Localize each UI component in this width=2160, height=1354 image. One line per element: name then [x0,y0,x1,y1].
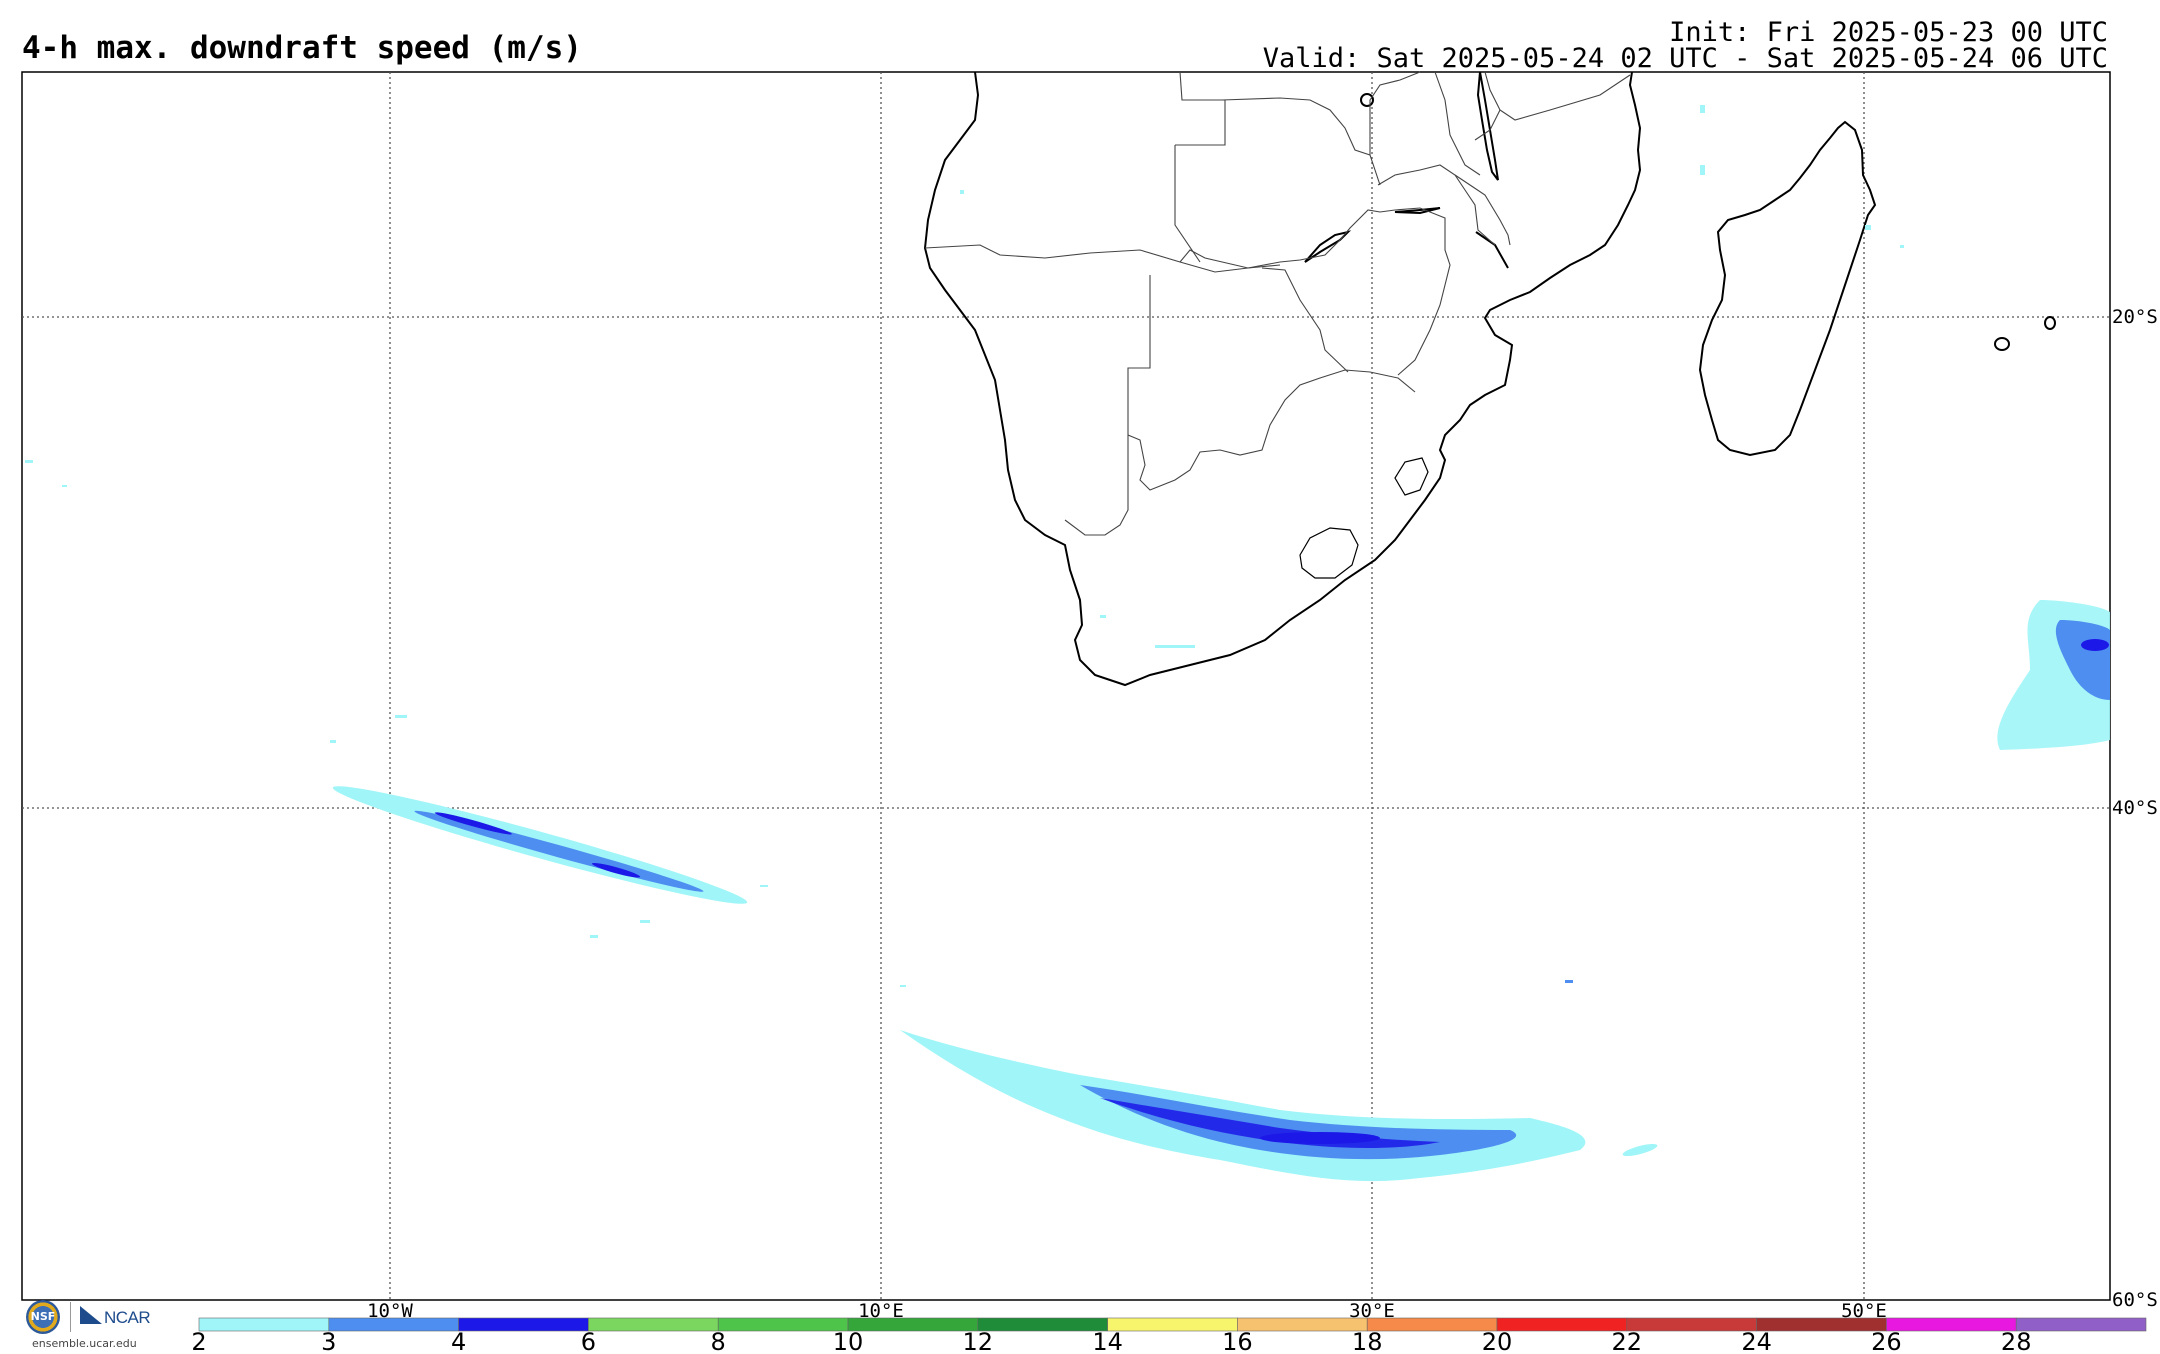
scattered-specks [25,105,1904,987]
nsf-logo: NSF [26,1300,60,1334]
colorbar-tick-label: 22 [1612,1328,1643,1354]
colorbar-swatch [458,1317,589,1332]
colorbar-swatch [1107,1317,1238,1332]
colorbar-swatch [1626,1317,1757,1332]
lon-label-50e: 50°E [1841,1300,1887,1322]
colorbar-swatch [198,1317,330,1332]
colorbar-swatch [1886,1317,2017,1332]
mauritius-island [2044,316,2056,330]
colorbar-swatch [328,1317,459,1332]
colorbar-tick-label: 14 [1092,1328,1123,1354]
colorbar-tick-label: 6 [581,1328,596,1354]
colorbar-tick-label: 3 [321,1328,336,1354]
colorbar-swatch [2015,1317,2147,1332]
colorbar-tick-label: 4 [451,1328,466,1354]
country-borders [924,71,1631,536]
colorbar-swatch [717,1317,849,1332]
lat-label-40s: 40°S [2112,797,2158,819]
east-patch [1997,600,2110,750]
lake-kariba [1304,230,1352,263]
colorbar-tick-label: 16 [1222,1328,1253,1354]
colorbar-tick-label: 28 [2001,1328,2032,1354]
colorbar-tick-label: 10 [833,1328,864,1354]
downdraft-field [25,105,2110,1182]
colorbar-tick-label: 2 [191,1328,206,1354]
colorbar-tick-label: 8 [711,1328,726,1354]
coastlines [923,71,2056,687]
lon-label-10w: 10°W [367,1300,413,1322]
colorbar-swatch [1496,1317,1628,1332]
lat-label-20s: 20°S [2112,306,2158,328]
lesotho-border [1299,527,1359,579]
ncar-logo-icon [80,1306,102,1324]
africa-coastline [923,71,1642,687]
time-info: Init: Fri 2025-05-23 00 UTC Valid: Sat 2… [1262,17,2108,74]
lake-cahora [1394,207,1441,215]
colorbar-swatch [1237,1317,1368,1332]
reunion-island [1994,337,2010,351]
south-band [900,1030,1658,1182]
colorbar-tick-label: 24 [1741,1328,1772,1354]
colorbar-tick-label: 12 [963,1328,994,1354]
credit-text: ensemble.ucar.edu [32,1337,137,1350]
ncar-logo: NCAR [104,1308,151,1327]
colorbar-swatch [977,1317,1108,1332]
colorbar: 2 3 4 6 8 10 12 14 16 18 20 22 24 26 28 [191,1317,2147,1354]
page-title: 4-h max. downdraft speed (m/s) [22,30,582,66]
west-band [332,786,748,904]
colorbar-swatch [588,1317,719,1332]
lon-label-10e: 10°E [858,1300,904,1322]
init-time: Init: Fri 2025-05-23 00 UTC [1669,17,2108,48]
colorbar-tick-label: 18 [1352,1328,1383,1354]
colorbar-tick-label: 26 [1871,1328,1902,1354]
lon-label-30e: 30°E [1349,1300,1395,1322]
colorbar-tick-label: 20 [1482,1328,1513,1354]
colorbar-swatch [847,1317,979,1332]
gridlines [22,72,2110,1300]
lake-top [1360,93,1374,107]
eswatini-border [1394,457,1429,496]
madagascar-coastline [1698,120,1877,457]
lake-malawi [1476,71,1499,181]
valid-time: Valid: Sat 2025-05-24 02 UTC - Sat 2025-… [1262,43,2108,74]
lat-label-60s: 60°S [2112,1289,2158,1311]
logo-separator [70,1302,71,1332]
colorbar-swatch [1366,1317,1498,1332]
colorbar-swatch [1756,1317,1887,1332]
